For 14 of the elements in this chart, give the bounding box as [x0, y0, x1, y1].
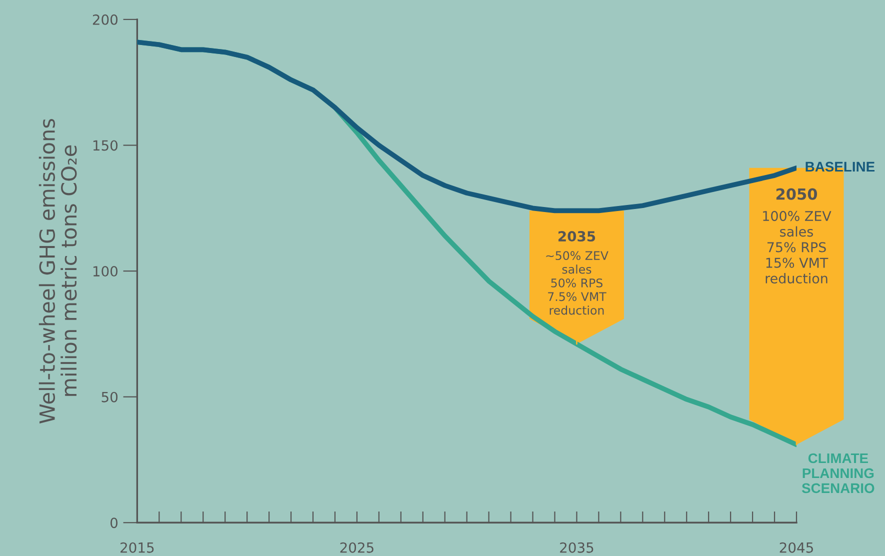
series-label: CLIMATE PLANNING SCENARIO [802, 453, 874, 494]
series-label: BASELINE [806, 162, 875, 172]
x-tick-label: 2015 [120, 542, 154, 553]
x-tick-label: 2025 [340, 542, 374, 553]
annotation: 2035 ~50% ZEV sales 50% RPS 7.5% VMT reduction [546, 231, 608, 315]
y-axis-title: Well-to-wheel GHG emissions million metric tons CO₂e [38, 118, 77, 424]
y-tick-label: 50 [102, 392, 118, 402]
y-tick-label: 100 [93, 266, 118, 277]
y-tick-label: 150 [93, 140, 118, 151]
x-tick-label: 2045 [780, 542, 813, 553]
x-tick-label: 2035 [560, 542, 594, 553]
y-tick-label: 200 [92, 14, 118, 25]
annotation: 2050 100% ZEV sales 75% RPS 15% VMT reduction [763, 188, 832, 284]
y-tick-label: 0 [110, 518, 118, 528]
